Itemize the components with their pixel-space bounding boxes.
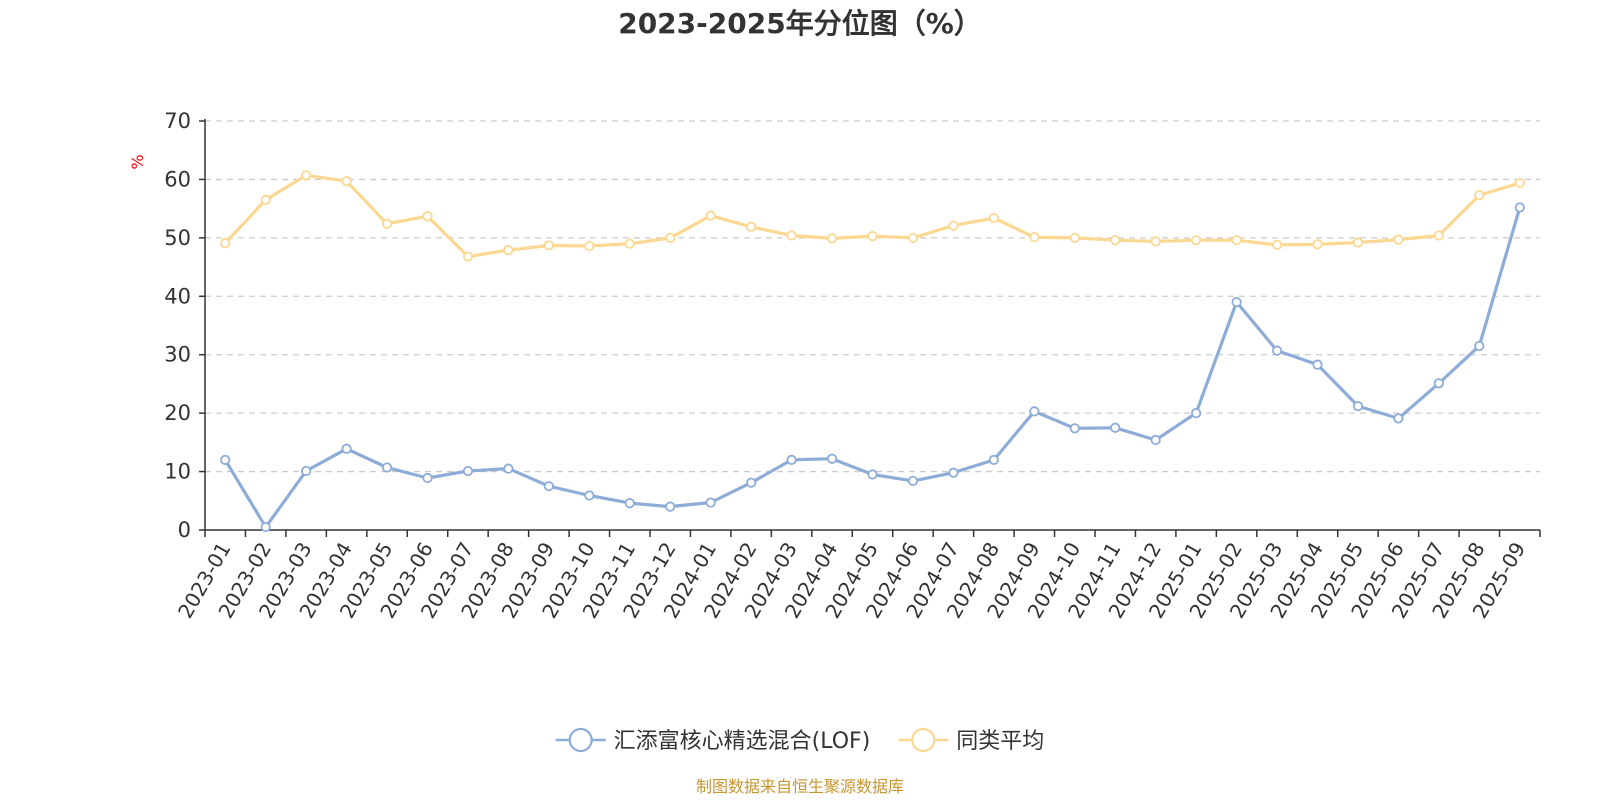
y-tick-label: 20 bbox=[164, 401, 191, 425]
grid bbox=[205, 120, 1540, 473]
data-point bbox=[867, 231, 878, 242]
y-tick-label: 60 bbox=[164, 167, 191, 191]
y-tick-label: 70 bbox=[164, 109, 191, 133]
data-point bbox=[1150, 434, 1161, 446]
data-point bbox=[1352, 401, 1364, 412]
data-point bbox=[1433, 230, 1444, 241]
y-tick-label: 0 bbox=[178, 518, 191, 542]
legend-circle-icon bbox=[568, 727, 593, 753]
data-point bbox=[220, 454, 231, 465]
data-point bbox=[260, 194, 271, 205]
data-point bbox=[220, 238, 231, 249]
series bbox=[220, 170, 1525, 533]
data-point bbox=[1191, 408, 1202, 419]
y-axis-unit: % bbox=[128, 154, 147, 169]
data-point bbox=[381, 462, 393, 473]
legend-item-1: 同类平均 bbox=[898, 727, 1044, 754]
data-point bbox=[1110, 422, 1121, 433]
data-point bbox=[543, 240, 554, 251]
data-point bbox=[665, 501, 676, 512]
source-note: 制图数据来自恒生聚源数据库 bbox=[696, 777, 904, 796]
data-point bbox=[948, 220, 959, 231]
data-point bbox=[746, 221, 757, 232]
data-point bbox=[746, 477, 757, 488]
data-point bbox=[462, 465, 474, 477]
data-point bbox=[1231, 235, 1242, 246]
data-point bbox=[1474, 190, 1485, 201]
data-point bbox=[624, 238, 635, 249]
data-point bbox=[503, 245, 514, 256]
data-point bbox=[907, 475, 919, 487]
y-tick-label: 40 bbox=[164, 284, 191, 308]
data-point bbox=[907, 232, 919, 243]
data-point bbox=[1271, 345, 1283, 356]
data-point bbox=[1069, 232, 1080, 243]
data-point bbox=[705, 497, 716, 508]
data-point bbox=[988, 454, 999, 465]
data-point bbox=[1150, 236, 1161, 247]
data-point bbox=[988, 212, 999, 224]
data-point bbox=[381, 218, 393, 229]
axes: 0102030405060702023-012023-022023-032023… bbox=[164, 109, 1541, 622]
data-point bbox=[462, 251, 474, 262]
data-point bbox=[422, 211, 433, 222]
data-point bbox=[1271, 239, 1283, 250]
data-point bbox=[584, 490, 595, 501]
data-point bbox=[341, 443, 352, 454]
data-point bbox=[1393, 413, 1404, 424]
data-point bbox=[301, 170, 312, 181]
data-point bbox=[826, 233, 838, 244]
data-point bbox=[705, 210, 716, 221]
data-point bbox=[1474, 340, 1485, 352]
data-point bbox=[584, 240, 595, 252]
data-point bbox=[1110, 235, 1121, 246]
data-point bbox=[1029, 232, 1040, 243]
data-point bbox=[301, 465, 312, 477]
data-point bbox=[786, 230, 797, 241]
data-point bbox=[786, 454, 797, 465]
data-point bbox=[1312, 359, 1323, 370]
y-tick-label: 30 bbox=[164, 343, 191, 367]
legend-item-0: 汇添富核心精选混合(LOF) bbox=[555, 727, 871, 754]
data-point bbox=[624, 498, 635, 509]
y-tick-label: 50 bbox=[164, 226, 191, 250]
legend: 汇添富核心精选混合(LOF) 同类平均 bbox=[555, 727, 1044, 754]
data-point bbox=[1312, 239, 1323, 250]
data-point bbox=[1191, 235, 1202, 246]
chart-title: 2023-2025年分位图（%） bbox=[618, 7, 982, 40]
data-point bbox=[948, 467, 959, 478]
data-point bbox=[1514, 202, 1525, 213]
data-point bbox=[1352, 237, 1364, 248]
data-point bbox=[1393, 234, 1404, 245]
legend-circle-icon bbox=[911, 727, 936, 753]
data-point bbox=[1514, 177, 1525, 189]
data-point bbox=[422, 472, 433, 484]
legend-label: 同类平均 bbox=[956, 729, 1044, 754]
data-point bbox=[503, 463, 514, 474]
data-point bbox=[1433, 378, 1444, 389]
data-point bbox=[1029, 406, 1040, 417]
data-point bbox=[665, 232, 676, 243]
data-point bbox=[341, 176, 352, 187]
data-point bbox=[543, 481, 554, 492]
series-line-1 bbox=[224, 173, 1521, 259]
y-tick-label: 10 bbox=[164, 460, 191, 484]
data-point bbox=[826, 453, 838, 464]
data-point bbox=[867, 469, 878, 480]
data-point bbox=[260, 521, 271, 533]
data-point bbox=[1069, 423, 1080, 434]
legend-label: 汇添富核心精选混合(LOF) bbox=[614, 729, 871, 754]
data-point bbox=[1231, 297, 1242, 308]
